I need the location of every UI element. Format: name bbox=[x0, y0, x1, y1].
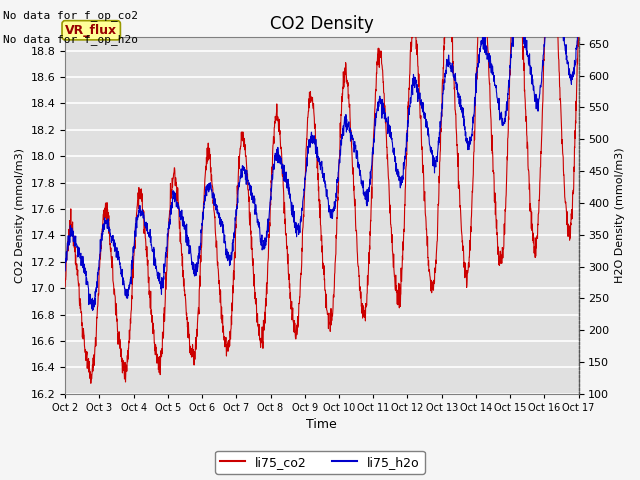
Text: VR_flux: VR_flux bbox=[65, 24, 117, 37]
Legend: li75_co2, li75_h2o: li75_co2, li75_h2o bbox=[215, 451, 425, 474]
Text: No data for f_op_h2o: No data for f_op_h2o bbox=[3, 34, 138, 45]
Y-axis label: H2O Density (mmol/m3): H2O Density (mmol/m3) bbox=[615, 148, 625, 283]
Title: CO2 Density: CO2 Density bbox=[270, 15, 374, 33]
X-axis label: Time: Time bbox=[307, 419, 337, 432]
Text: No data for f_op_co2: No data for f_op_co2 bbox=[3, 10, 138, 21]
Y-axis label: CO2 Density (mmol/m3): CO2 Density (mmol/m3) bbox=[15, 148, 25, 283]
